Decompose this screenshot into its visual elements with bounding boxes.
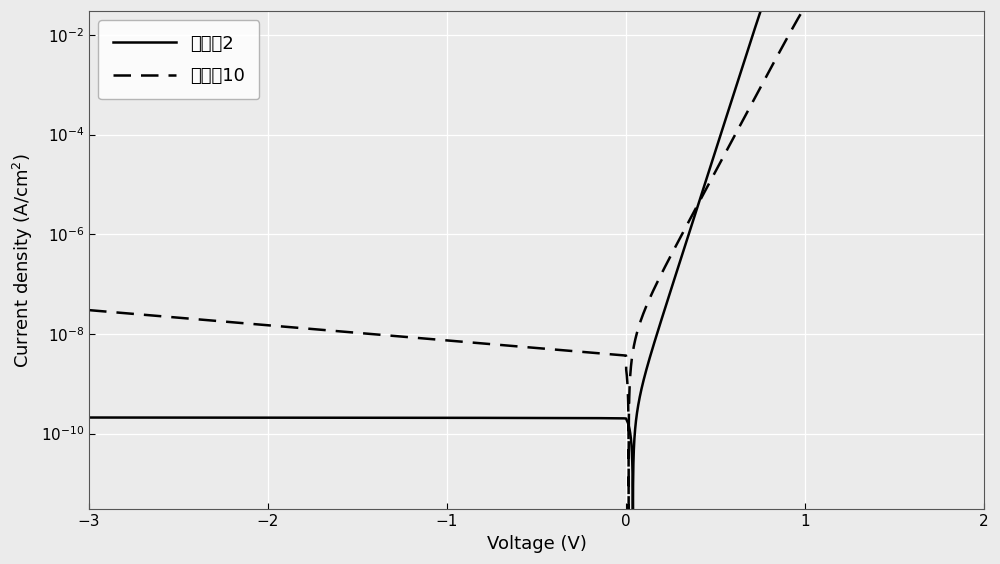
实施例10 <box>624 370 636 377</box>
实施例2 <box>306 415 318 421</box>
实施例2 <box>724 102 736 109</box>
实施例10 <box>83 307 95 314</box>
X-axis label: Voltage (V): Voltage (V) <box>487 535 587 553</box>
Y-axis label: Current density (A/cm$^2$): Current density (A/cm$^2$) <box>11 153 35 368</box>
实施例2 <box>658 309 670 316</box>
Legend: 实施例2, 实施例10: 实施例2, 实施例10 <box>98 20 259 99</box>
Line: 实施例2: 实施例2 <box>89 0 984 534</box>
实施例10 <box>506 342 518 349</box>
实施例10 <box>306 325 318 332</box>
实施例10 <box>724 141 736 148</box>
实施例2 <box>624 431 636 438</box>
实施例2 <box>627 530 639 537</box>
Line: 实施例10: 实施例10 <box>89 0 984 509</box>
实施例10 <box>623 505 635 512</box>
实施例2 <box>506 415 518 421</box>
实施例10 <box>658 266 670 273</box>
实施例2 <box>83 414 95 421</box>
